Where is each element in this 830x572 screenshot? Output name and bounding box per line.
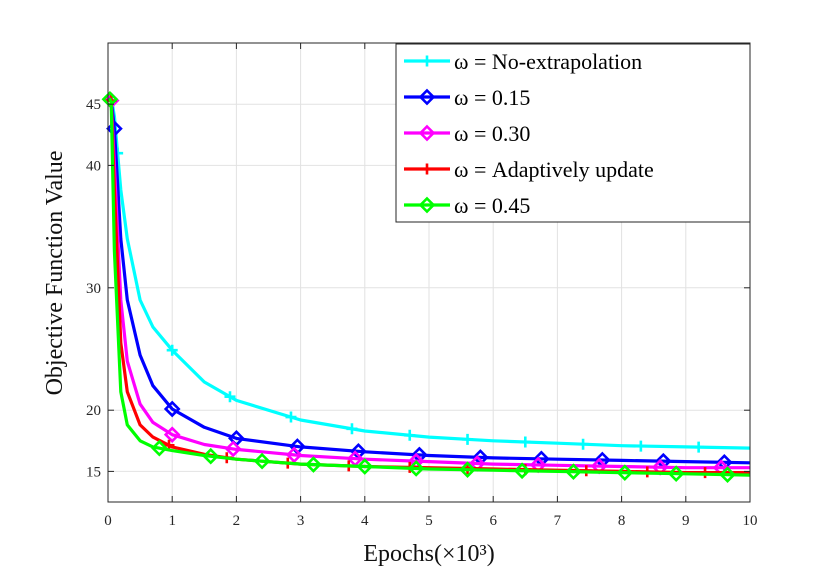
marker-diamond <box>719 466 736 483</box>
legend-box <box>395 43 751 223</box>
x-tick-label: 0 <box>104 513 112 529</box>
marker-plus <box>224 391 236 403</box>
legend-item-2: ω = 0.30 <box>404 121 530 146</box>
y-tick-label: 40 <box>86 158 101 174</box>
y-axis-label: Objective Function Value <box>42 151 68 396</box>
legend-label: ω = No-extrapolation <box>454 49 642 74</box>
marker-diamond <box>616 464 634 482</box>
marker-plus <box>421 55 433 67</box>
x-tick-label: 4 <box>361 513 369 529</box>
y-tick-label: 15 <box>86 464 101 480</box>
x-tick-label: 7 <box>554 513 562 529</box>
legend-item-0: ω = No-extrapolation <box>404 49 642 74</box>
series-0 <box>108 93 751 453</box>
marker-diamond <box>202 447 220 465</box>
marker-plus <box>462 433 474 445</box>
x-tick-label: 8 <box>618 513 626 529</box>
x-tick-label: 10 <box>743 513 758 529</box>
x-tick-label: 5 <box>425 513 433 529</box>
x-tick-label: 9 <box>682 513 690 529</box>
legend-label: ω = 0.30 <box>454 121 530 146</box>
marker-plus <box>285 411 297 423</box>
marker-diamond <box>101 90 119 108</box>
x-axis-label: Epochs(×10³) <box>363 541 494 567</box>
marker-diamond <box>285 446 303 464</box>
legend-item-4: ω = 0.45 <box>404 193 530 218</box>
marker-plus <box>635 440 647 452</box>
x-tick-label: 2 <box>233 513 241 529</box>
legend-item-3: ω = Adaptively update <box>404 157 654 182</box>
marker-diamond <box>459 461 476 479</box>
marker-plus <box>519 436 531 448</box>
marker-diamond <box>163 400 181 418</box>
series-4 <box>101 90 751 483</box>
marker-diamond <box>151 439 168 457</box>
marker-plus <box>693 441 705 453</box>
y-tick-label: 45 <box>86 97 101 113</box>
marker-plus <box>346 423 358 435</box>
legend-label: ω = Adaptively update <box>454 157 654 182</box>
legend-label: ω = 0.15 <box>454 85 530 110</box>
marker-diamond <box>407 460 425 477</box>
series-line <box>108 93 751 450</box>
legend-item-1: ω = 0.15 <box>404 85 530 110</box>
legend: ω = No-extrapolation ω = 0.15 ω = 0.30 ω = … <box>395 43 751 223</box>
legend-label: ω = 0.45 <box>454 193 530 218</box>
marker-diamond <box>163 426 181 444</box>
series-layer <box>101 90 751 483</box>
marker-diamond <box>305 456 322 473</box>
marker-diamond <box>253 452 271 470</box>
marker-diamond <box>513 462 531 480</box>
y-tick-label: 30 <box>86 281 101 297</box>
marker-diamond <box>565 463 582 481</box>
marker-diamond <box>418 88 436 106</box>
marker-plus <box>577 438 589 450</box>
x-tick-label: 6 <box>489 513 497 529</box>
marker-diamond <box>224 440 242 458</box>
y-tick-label: 20 <box>86 403 101 419</box>
series-line <box>108 95 751 465</box>
x-tick-label: 3 <box>297 513 305 529</box>
marker-diamond <box>356 458 374 475</box>
x-tick-label: 1 <box>168 513 176 529</box>
marker-plus <box>421 163 433 175</box>
marker-diamond <box>418 196 436 214</box>
marker-diamond <box>418 124 436 142</box>
marker-diamond <box>667 465 685 483</box>
marker-plus <box>404 429 416 441</box>
series-line <box>108 97 750 470</box>
marker-plus <box>166 344 178 356</box>
